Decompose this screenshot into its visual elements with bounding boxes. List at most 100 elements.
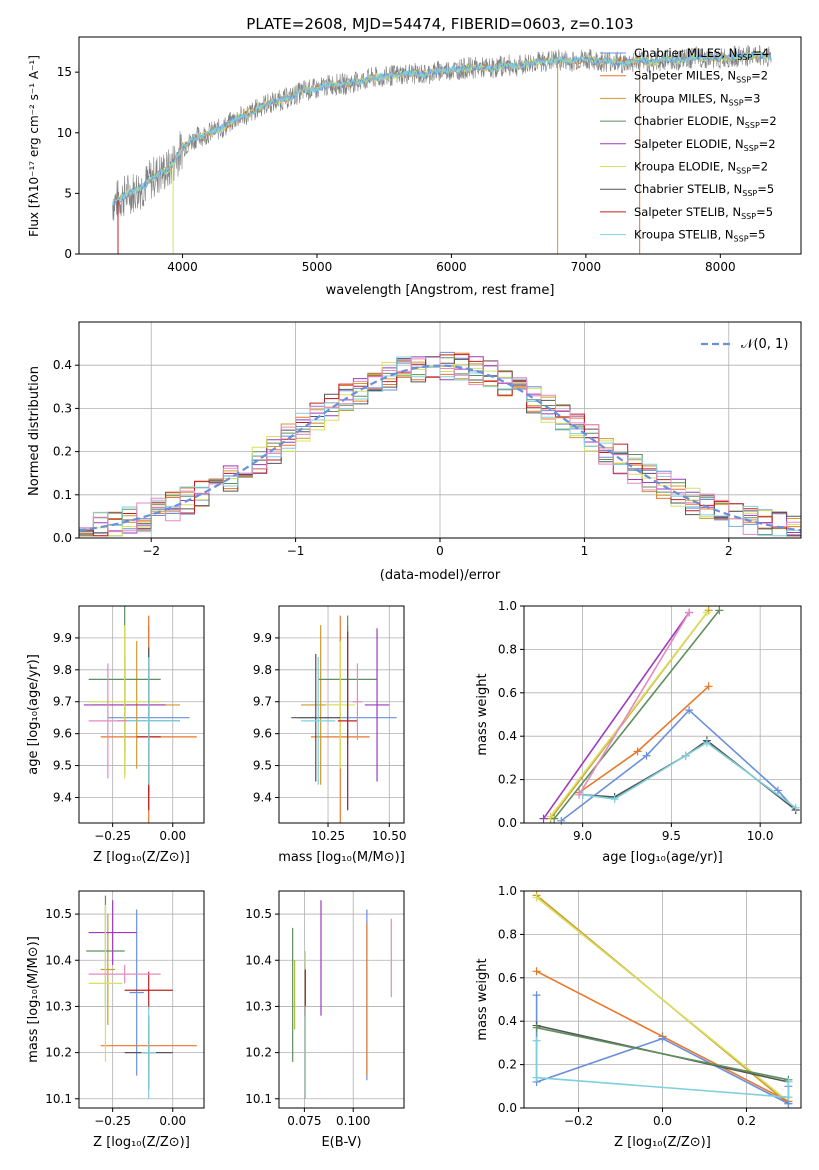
- spectrum-legend-label: Chabrier ELODIE, NSSP=2: [634, 114, 777, 130]
- mass-vs-ebv-x-tick-label: 0.075: [287, 1114, 321, 1128]
- spectrum-legend-label: Salpeter STELIB, NSSP=5: [634, 205, 773, 221]
- mw-vs-age-y-tick-label: 1.0: [498, 599, 517, 613]
- age-vs-z-ylabel: age [log₁₀(age/yr)]: [26, 654, 41, 775]
- mw-vs-age-point-marker: [791, 803, 800, 812]
- mw-vs-z-y-tick-label: 0.4: [498, 1014, 517, 1028]
- mw-vs-z-x-tick-label: −0.2: [564, 1114, 593, 1128]
- mass-vs-z-y-tick-label: 10.5: [45, 907, 72, 921]
- mass-vs-ebv-y-tick-label: 10.3: [245, 999, 272, 1013]
- mw-vs-age-ylabel: mass weight: [475, 673, 490, 755]
- mw-vs-age-x-tick-label: 10.0: [747, 829, 774, 843]
- mw-vs-age-y-tick-label: 0.6: [498, 686, 517, 700]
- mass-vs-ebv-y-tick-label: 10.4: [245, 953, 272, 967]
- mw-vs-age-series-line: [578, 685, 710, 794]
- mw-vs-age-series-line: [549, 612, 708, 817]
- mw-vs-age-point-marker: [633, 747, 642, 756]
- mw-vs-z-point-marker: [532, 1023, 541, 1032]
- residual-y-tick-label: 0.3: [53, 401, 72, 415]
- mass-vs-ebv-y-tick-label: 10.1: [245, 1092, 272, 1106]
- age-vs-z-y-tick-label: 9.8: [53, 663, 72, 677]
- mw-vs-age-point-marker: [575, 790, 584, 799]
- spectrum-model-line: [112, 51, 772, 206]
- mw-vs-z-point-marker: [532, 967, 541, 976]
- mw-vs-age-y-tick-label: 0.0: [498, 816, 517, 830]
- spectrum-x-tick-label: 7000: [571, 260, 602, 274]
- age-vs-mass-y-tick-label: 9.4: [253, 790, 272, 804]
- spectrum-legend-label: Kroupa ELODIE, NSSP=2: [634, 160, 768, 176]
- mass-vs-z-x-tick-label: 0.00: [159, 1114, 186, 1128]
- residual-x-tick-label: 0: [436, 544, 444, 558]
- mass-vs-z-x-tick-label: −0.25: [94, 1114, 131, 1128]
- age-vs-mass-xlabel: mass [log₁₀(M/M⊙)]: [278, 850, 405, 865]
- mass-vs-z-y-tick-label: 10.2: [45, 1046, 72, 1060]
- mw-vs-z-y-tick-label: 0.2: [498, 1058, 517, 1072]
- mw-vs-age-series-line: [542, 612, 690, 820]
- age-vs-mass-y-tick-label: 9.6: [253, 727, 272, 741]
- mw-vs-age-point-marker: [773, 786, 782, 795]
- mw-vs-age-x-tick-label: 9.0: [573, 829, 592, 843]
- mw-vs-age-point-marker: [681, 751, 690, 760]
- mass-vs-ebv-frame: [278, 890, 405, 1109]
- age-vs-z-y-tick-label: 9.5: [53, 759, 72, 773]
- spectrum-y-tick-label: 0: [64, 247, 72, 261]
- mw-vs-z-y-tick-label: 0.0: [498, 1101, 517, 1115]
- mw-vs-age-point-marker: [546, 812, 555, 821]
- age-vs-z-y-tick-label: 9.9: [53, 631, 72, 645]
- normal-curve: [78, 364, 802, 532]
- mw-vs-z-series-line: [536, 1026, 789, 1081]
- mw-vs-z-point-marker: [784, 1093, 793, 1102]
- age-vs-z-y-tick-label: 9.7: [53, 695, 72, 709]
- residual-xlabel: (data-model)/error: [380, 568, 501, 583]
- mw-vs-z-point-marker: [658, 1034, 667, 1043]
- mass-vs-z-ylabel: mass [log₁₀(M/M⊙)]: [26, 936, 41, 1063]
- mw-vs-age-y-tick-label: 0.8: [498, 642, 517, 656]
- residual-legend-label: 𝒩(0, 1): [741, 337, 788, 352]
- age-vs-mass-frame: [278, 605, 405, 824]
- residual-y-tick-label: 0.1: [53, 488, 72, 502]
- mw-vs-z-point-marker: [532, 1036, 541, 1045]
- mw-vs-age-point-marker: [642, 751, 651, 760]
- age-vs-z-y-tick-label: 9.4: [53, 790, 72, 804]
- mw-vs-z-point-marker: [532, 1073, 541, 1082]
- mass-vs-ebv-x-tick-label: 0.100: [336, 1114, 370, 1128]
- age-vs-z-y-tick-label: 9.6: [53, 727, 72, 741]
- mw-vs-z-y-tick-label: 0.6: [498, 971, 517, 985]
- residual-x-tick-label: 2: [725, 544, 733, 558]
- mw-vs-z-point-marker: [532, 991, 541, 1000]
- mw-vs-age-x-tick-label: 9.5: [662, 829, 681, 843]
- residual-y-tick-label: 0.0: [53, 531, 72, 545]
- age-vs-mass-x-tick-label: 10.50: [372, 829, 406, 843]
- mw-vs-z-ylabel: mass weight: [475, 958, 490, 1040]
- mw-vs-z-y-tick-label: 1.0: [498, 884, 517, 898]
- spectrum-x-tick-label: 5000: [302, 260, 333, 274]
- spectrum-legend-label: Salpeter MILES, NSSP=2: [634, 69, 768, 85]
- mw-vs-age-point-marker: [702, 608, 711, 617]
- mass-vs-ebv-xlabel: E(B-V): [321, 1135, 361, 1150]
- residual-y-tick-label: 0.2: [53, 445, 72, 459]
- age-vs-z-x-tick-label: 0.00: [159, 829, 186, 843]
- mw-vs-z-point-marker: [784, 1077, 793, 1086]
- mw-vs-z-series-line: [536, 896, 789, 1103]
- spectrum-legend-label: Kroupa STELIB, NSSP=5: [634, 228, 765, 244]
- mw-vs-age-point-marker: [704, 682, 713, 691]
- residual-y-tick-label: 0.4: [53, 358, 72, 372]
- mw-vs-age-y-tick-label: 0.4: [498, 729, 517, 743]
- residual-x-tick-label: 1: [581, 544, 589, 558]
- mw-vs-age-point-marker: [685, 706, 694, 715]
- mw-vs-age-xlabel: age [log₁₀(age/yr)]: [602, 850, 723, 865]
- mw-vs-age-point-marker: [610, 795, 619, 804]
- spectrum-y-tick-label: 5: [64, 186, 72, 200]
- age-vs-mass-y-tick-label: 9.5: [253, 759, 272, 773]
- mw-vs-z-y-tick-label: 0.8: [498, 927, 517, 941]
- age-vs-z-frame: [78, 605, 205, 824]
- spectrum-x-tick-label: 6000: [436, 260, 467, 274]
- mw-vs-z-x-tick-label: 0.2: [737, 1114, 756, 1128]
- residual-x-tick-label: −1: [287, 544, 305, 558]
- mw-vs-z-x-tick-label: 0.0: [653, 1114, 672, 1128]
- age-vs-mass-y-tick-label: 9.9: [253, 631, 272, 645]
- mw-vs-age-series-line: [578, 612, 690, 796]
- age-vs-z-x-tick-label: −0.25: [94, 829, 131, 843]
- spectrum-ylabel: Flux [fλ10⁻¹⁷ erg cm⁻² s⁻¹ A⁻¹]: [27, 55, 41, 237]
- age-vs-mass-y-tick-label: 9.7: [253, 695, 272, 709]
- mass-vs-ebv-y-tick-label: 10.5: [245, 907, 272, 921]
